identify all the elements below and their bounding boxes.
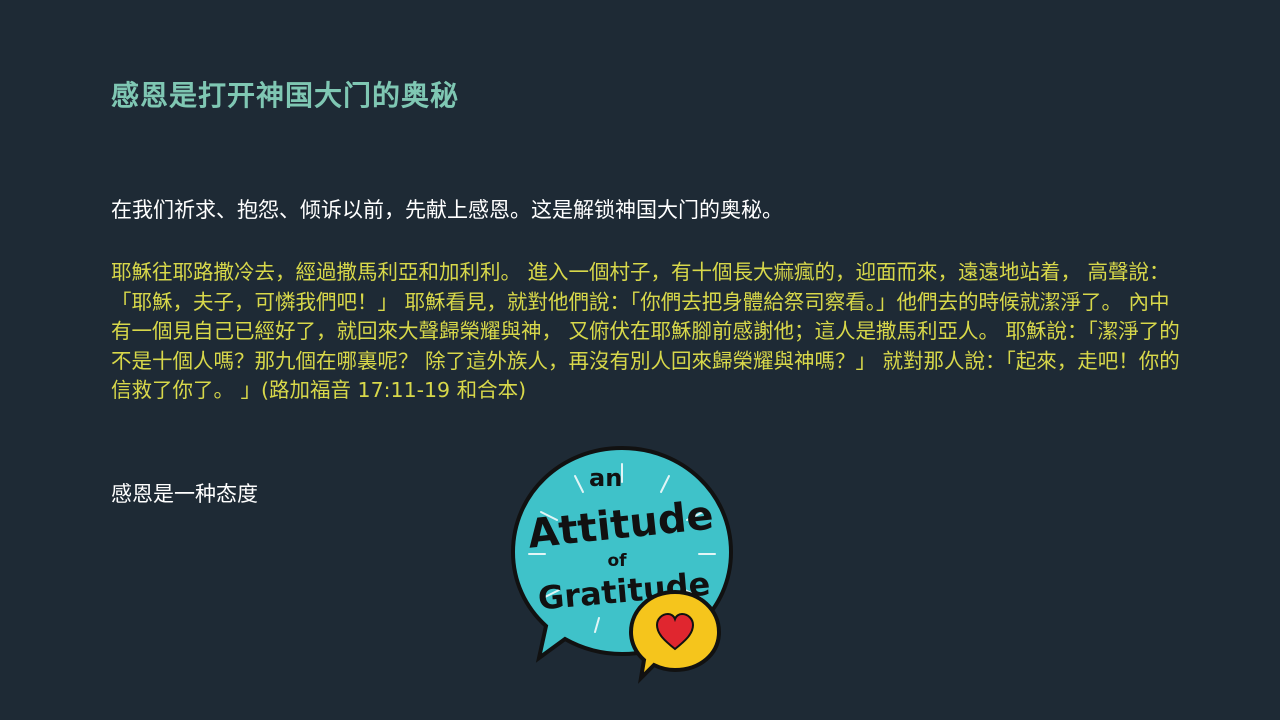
logo-word-an: an (589, 464, 622, 492)
attitude-text: 感恩是一种态度 (111, 482, 258, 506)
slide-title: 感恩是打开神国大门的奥秘 (111, 79, 460, 112)
scripture-quote: 耶穌往耶路撒冷去，經過撒馬利亞和加利利。 進入一個村子，有十個長大痲瘋的，迎面而… (111, 260, 1180, 402)
logo-graphic: an Attitude of Gratitude (510, 445, 734, 684)
logo-word-of: of (607, 551, 627, 571)
intro-text: 在我们祈求、抱怨、倾诉以前，先献上感恩。这是解锁神国大门的奥秘。 (111, 198, 783, 222)
attitude-of-gratitude-logo: an Attitude of Gratitude (505, 442, 740, 687)
heart-icon (655, 612, 695, 651)
